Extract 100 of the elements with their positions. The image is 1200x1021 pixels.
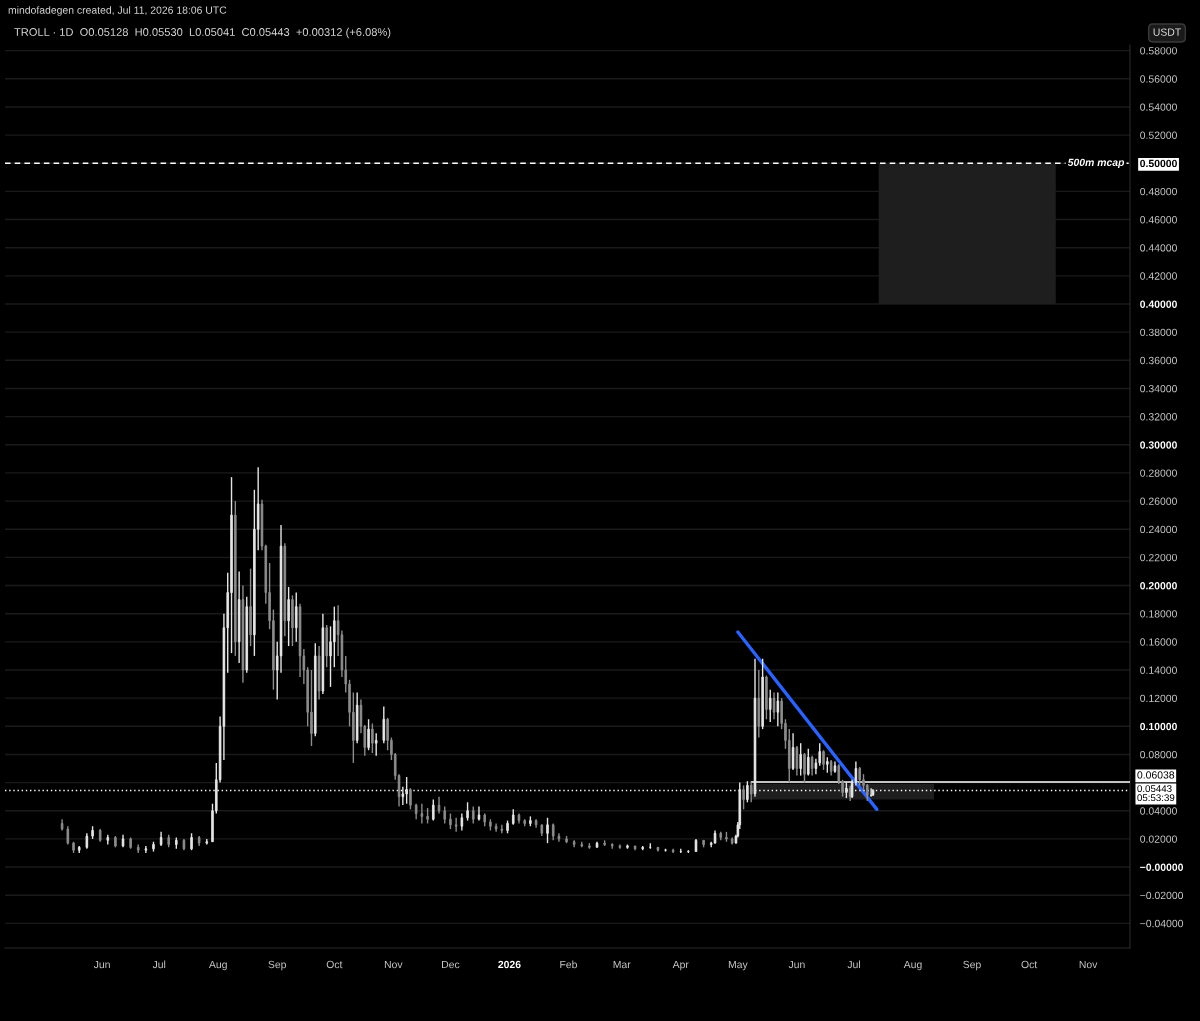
y-axis-title: USDT [1153,28,1181,36]
candlestick [725,831,728,843]
candlestick [776,691,780,727]
y-tick-label: 0.50000 [1140,159,1177,168]
y-tick-label: 0.44000 [1140,244,1177,252]
candlestick [374,732,378,757]
ref-line-label: 500m mcap [1067,158,1125,169]
x-tick-label: Aug [208,960,227,971]
candlestick [234,500,237,657]
candlestick [432,798,435,822]
candlestick [807,748,810,777]
x-tick-label: Jul [847,960,860,969]
candlestick [803,752,806,784]
candlestick [454,817,458,833]
candlestick [749,781,753,804]
y-tick-label: 0.14000 [1140,666,1177,674]
candlestick [565,835,568,844]
y-tick-label: 0.46000 [1140,216,1177,224]
candlestick [114,835,117,849]
y-tick-label: 0.12000 [1140,694,1177,703]
candlestick [420,803,424,825]
y-tick-label: 0.42000 [1140,272,1177,280]
candlestick [367,718,370,751]
candlestick [310,669,313,747]
candlestick [746,780,749,804]
candlestick [66,825,70,846]
candlestick [858,766,861,787]
candlestick [822,749,825,771]
candlestick [810,755,814,777]
x-tick-label: Sep [963,960,981,971]
y-tick-label: 0.38000 [1140,328,1177,337]
candlestick [449,812,452,830]
y-tick-label: 0.36000 [1140,356,1177,365]
series-label: 0.06038 [1137,771,1175,779]
candlestick [546,817,549,844]
y-tick-label: 0.22000 [1140,553,1177,562]
candlestick [742,784,745,811]
candlestick [702,839,705,849]
y-tick-label: 0.30000 [1140,441,1177,449]
candlestick [795,745,799,777]
ref-line-label: 0.05443 05:53:39 [1137,785,1175,802]
y-tick-label: 0.58000 [1140,47,1177,55]
x-tick-label: Jun [93,960,110,969]
candlestick [489,818,492,832]
candlestick [791,732,795,771]
y-tick-label: 0.04000 [1140,807,1177,815]
x-tick-label: Nov [384,960,403,969]
candlestick [371,722,374,754]
x-tick-label: Oct [326,960,343,969]
y-tick-label: 0.32000 [1140,413,1177,421]
candlestick [466,801,469,822]
candlestick [772,691,776,720]
y-tick-label: 0.48000 [1140,187,1177,196]
x-tick-label: Apr [672,960,689,971]
y-tick-label: 0.20000 [1140,582,1177,590]
y-tick-label: 0.16000 [1140,638,1177,646]
candlestick [799,742,802,777]
x-tick-label: Aug [903,960,922,971]
x-tick-label: May [728,960,748,971]
y-tick-label: 0.18000 [1140,610,1177,618]
candlestick [382,705,386,744]
candlestick [291,594,294,647]
candlestick [845,781,848,799]
y-tick-label: 0.10000 [1140,722,1177,731]
candlestick [765,674,768,720]
chart-title: TROLL · 1D O0.05128 H0.05530 L0.05041 C0.05443 +0.00312 (+6.08%) [14,27,391,39]
candlestick [506,819,509,834]
candlestick [529,815,532,827]
text: mindofadegen created, Jul 11, 2026 18:06 UTC [8,6,227,16]
candlestick [230,476,233,654]
x-tick-label: 2026 [498,960,521,969]
candlestick [190,832,193,851]
candlestick [72,841,75,854]
y-tick-label: 0.40000 [1140,300,1177,308]
y-tick-label: 0.28000 [1140,469,1177,477]
candlestick [626,843,629,850]
candlestick [768,689,772,723]
candlestick [386,717,389,751]
candlestick [405,776,408,805]
candlestick [129,836,132,850]
candlestick [603,839,606,847]
x-tick-label: Mar [613,960,631,969]
x-tick-label: Sep [268,960,287,971]
y-tick-label: 0.56000 [1140,75,1177,83]
candlestick [91,825,94,840]
y-tick-label: −0.00000 [1140,863,1184,871]
candlestick [249,567,252,647]
y-tick-label: −0.04000 [1140,919,1184,928]
x-tick-label: Dec [442,960,460,969]
x-tick-label: Feb [560,960,577,969]
y-tick-label: 0.24000 [1140,525,1177,534]
y-tick-label: −0.02000 [1140,891,1184,900]
x-tick-label: Jul [152,960,166,969]
candlestick [761,658,764,730]
candlestick [826,756,829,774]
y-tick-label: 0.02000 [1140,835,1177,843]
y-tick-label: 0.52000 [1140,131,1177,139]
candlestick [588,842,591,850]
candlestick [401,786,405,806]
candlestick [426,807,429,825]
